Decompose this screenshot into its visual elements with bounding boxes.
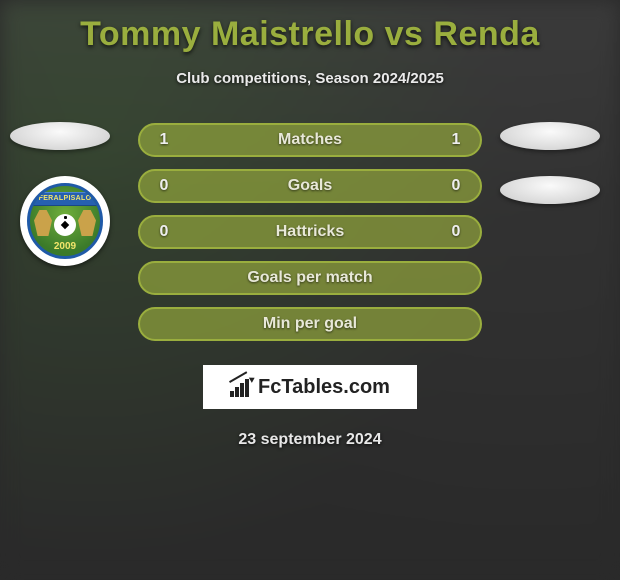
club-badge-inner: FERALPISALO 2009 (27, 183, 103, 259)
player-left-photo-placeholder (10, 122, 110, 150)
stat-label: Min per goal (263, 315, 357, 333)
stat-label: Matches (278, 131, 342, 149)
stat-row-goals-per-match: Goals per match (138, 261, 482, 295)
stat-left-value: 0 (152, 223, 176, 241)
stat-row-hattricks: 0 Hattricks 0 (138, 215, 482, 249)
stat-label: Goals per match (247, 269, 372, 287)
player-right-photo-placeholder-2 (500, 176, 600, 204)
date-text: 23 september 2024 (0, 431, 620, 449)
stat-label: Goals (288, 177, 332, 195)
stat-row-min-per-goal: Min per goal (138, 307, 482, 341)
badge-lion-right-icon (78, 210, 96, 236)
stat-right-value: 0 (444, 177, 468, 195)
stat-right-value: 0 (444, 223, 468, 241)
page-title: Tommy Maistrello vs Renda (0, 15, 620, 54)
club-badge: FERALPISALO 2009 (20, 176, 110, 266)
stat-label: Hattricks (276, 223, 344, 241)
stat-row-goals: 0 Goals 0 (138, 169, 482, 203)
brand-box: FcTables.com (203, 365, 417, 409)
player-left-name: Tommy Maistrello (80, 15, 375, 53)
badge-ball-icon (54, 214, 76, 236)
stat-left-value: 0 (152, 177, 176, 195)
vs-text: vs (385, 15, 424, 53)
brand-chart-icon (230, 377, 254, 397)
stat-right-value: 1 (444, 131, 468, 149)
brand-text: FcTables.com (258, 376, 390, 399)
badge-year: 2009 (30, 241, 100, 252)
player-right-name: Renda (433, 15, 539, 53)
badge-lion-left-icon (34, 210, 52, 236)
subtitle: Club competitions, Season 2024/2025 (0, 70, 620, 87)
badge-club-name: FERALPISALO (30, 192, 100, 206)
stat-row-matches: 1 Matches 1 (138, 123, 482, 157)
main-panel: Tommy Maistrello vs Renda Club competiti… (0, 0, 620, 449)
stat-left-value: 1 (152, 131, 176, 149)
player-right-photo-placeholder-1 (500, 122, 600, 150)
